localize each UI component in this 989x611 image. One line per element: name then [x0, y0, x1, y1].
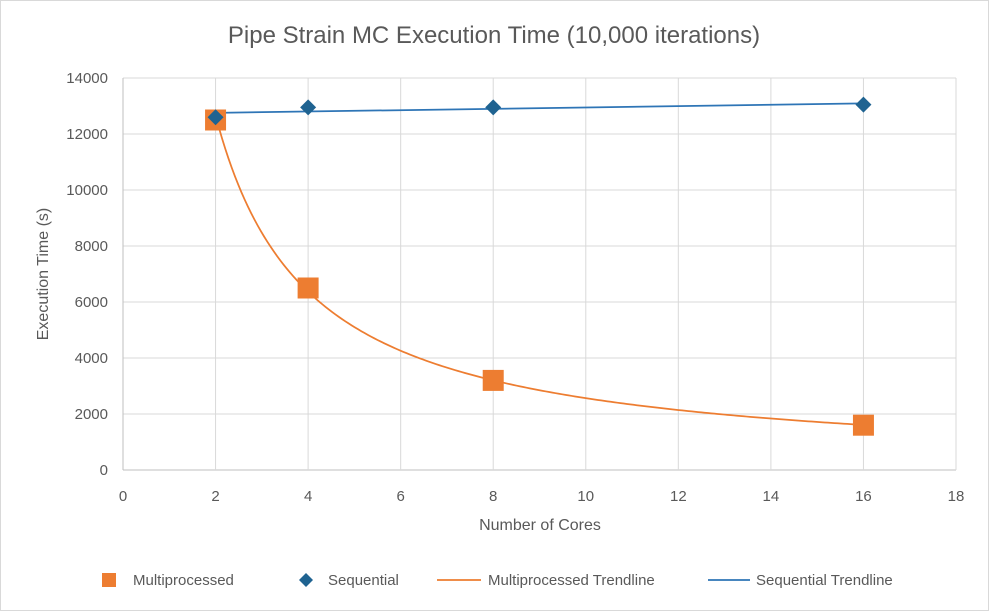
y-tick-label: 12000 — [66, 126, 108, 143]
x-tick-label: 12 — [670, 488, 687, 505]
y-tick-label: 6000 — [75, 294, 108, 311]
y-axis-label: Execution Time (s) — [35, 208, 52, 340]
legend: Multiprocessed Sequential Multiprocessed T… — [102, 572, 893, 589]
gridlines — [122, 77, 957, 471]
legend-sequential-label: Sequential — [328, 572, 399, 589]
multiprocessed-point — [482, 369, 504, 391]
data-points — [205, 96, 874, 436]
x-tick-label: 8 — [489, 488, 497, 505]
multiprocessed-point — [297, 277, 319, 299]
multiprocessed-trendline — [214, 115, 864, 426]
sequential-point — [855, 96, 872, 113]
sequential-point — [485, 99, 502, 116]
legend-multiprocessed-swatch — [102, 573, 116, 587]
legend-sequential-swatch — [299, 573, 313, 587]
y-tick-label: 8000 — [75, 238, 108, 255]
x-axis-label: Number of Cores — [479, 517, 601, 534]
x-tick-label: 18 — [948, 488, 965, 505]
y-tick-label: 0 — [100, 462, 108, 479]
chart-title: Pipe Strain MC Execution Time (10,000 it… — [228, 22, 760, 49]
sequential-point — [300, 99, 317, 116]
x-tick-label: 16 — [855, 488, 872, 505]
legend-multiprocessed-trendline-label: Multiprocessed Trendline — [488, 572, 655, 589]
trendlines — [214, 102, 864, 426]
x-tick-label: 0 — [119, 488, 127, 505]
sequential-point — [207, 109, 224, 126]
y-tick-label: 10000 — [66, 182, 108, 199]
legend-multiprocessed-label: Multiprocessed — [133, 572, 234, 589]
x-tick-label: 14 — [763, 488, 780, 505]
x-tick-label: 4 — [304, 488, 312, 505]
x-tick-label: 2 — [211, 488, 219, 505]
x-tick-label: 10 — [577, 488, 594, 505]
x-tick-label: 6 — [396, 488, 404, 505]
y-tick-label: 4000 — [75, 350, 108, 367]
tick-labels: 0 2000 4000 6000 8000 10000 12000 14000 0 2 4 6 8 10 1… — [66, 70, 964, 505]
sequential-trendline — [215, 102, 864, 114]
multiprocessed-point — [852, 414, 874, 436]
y-tick-label: 14000 — [66, 70, 108, 87]
y-tick-label: 2000 — [75, 406, 108, 423]
legend-sequential-trendline-label: Sequential Trendline — [756, 572, 893, 589]
